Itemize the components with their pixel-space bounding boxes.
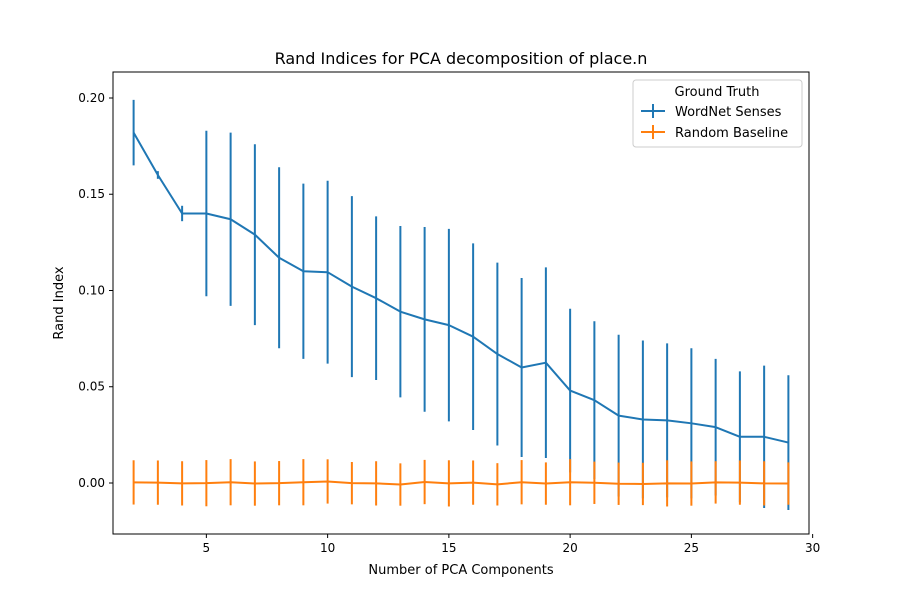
y-tick-label: 0.20 xyxy=(78,91,105,105)
chart-title: Rand Indices for PCA decomposition of pl… xyxy=(275,49,648,68)
y-tick-label: 0.15 xyxy=(78,187,105,201)
x-axis-label: Number of PCA Components xyxy=(368,563,553,578)
x-tick-label: 15 xyxy=(441,541,456,555)
y-tick-label: 0.05 xyxy=(78,380,105,394)
x-axis: 5 10 15 20 25 30 xyxy=(203,534,820,555)
x-tick-label: 5 xyxy=(203,541,211,555)
y-tick-label: 0.00 xyxy=(78,476,105,490)
legend-entry: WordNet Senses xyxy=(641,104,782,120)
legend-box xyxy=(632,79,803,148)
plot-frame xyxy=(112,71,810,535)
y-tick-label: 0.10 xyxy=(78,283,105,297)
plot-area xyxy=(112,71,810,535)
legend-entries: WordNet Senses Random Baseline xyxy=(641,104,788,141)
series-line xyxy=(132,132,789,444)
y-axis: 0.00 0.05 0.10 0.15 0.20 xyxy=(78,91,113,490)
legend: Ground Truth WordNet Senses Random Baseli… xyxy=(632,79,803,148)
x-tick-label: 20 xyxy=(562,541,577,555)
series-random-baseline xyxy=(132,459,790,507)
x-tick-label: 25 xyxy=(684,541,699,555)
x-tick-label: 10 xyxy=(320,541,335,555)
series-layer xyxy=(132,99,790,510)
y-axis-label: Rand Index xyxy=(52,266,67,339)
legend-label: WordNet Senses xyxy=(675,105,782,120)
legend-entry: Random Baseline xyxy=(641,125,788,141)
series-line xyxy=(133,480,789,486)
legend-label: Random Baseline xyxy=(675,126,788,141)
legend-title: Ground Truth xyxy=(675,85,760,100)
x-tick-label: 30 xyxy=(805,541,820,555)
